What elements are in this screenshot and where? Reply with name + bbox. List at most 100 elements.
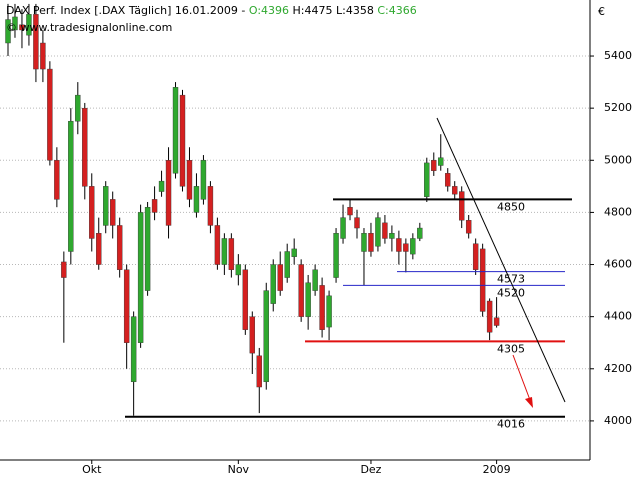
- candle-body: [123, 269, 130, 343]
- candle-body: [403, 243, 409, 252]
- candle-body: [61, 261, 67, 278]
- candle-body: [417, 227, 423, 239]
- candle-body: [221, 238, 228, 265]
- candle-body: [151, 199, 158, 213]
- candle-body: [12, 16, 18, 31]
- close-label: C:4366: [377, 4, 416, 17]
- candle-body: [68, 120, 74, 252]
- candle-body: [40, 42, 46, 70]
- candle-body: [326, 295, 332, 328]
- candle-body: [333, 233, 339, 278]
- candle-body: [368, 233, 374, 252]
- candle-body: [424, 162, 430, 197]
- instrument: DAX Perf. Index [.DAX Täglich] 16.01.200…: [6, 4, 249, 17]
- candle-body: [200, 160, 207, 200]
- candle-body: [207, 186, 214, 226]
- candle-body: [26, 14, 32, 36]
- level-label: 4016: [497, 418, 525, 431]
- candle-body: [89, 186, 95, 239]
- candle-body: [472, 243, 479, 270]
- candle-body: [19, 24, 25, 31]
- candle-body: [431, 160, 437, 171]
- open-label: O:4396: [249, 4, 289, 17]
- candle-body: [75, 94, 81, 122]
- currency-unit: €: [598, 5, 605, 18]
- y-tick-label: 4600: [604, 258, 632, 271]
- candle-body: [47, 68, 53, 161]
- level-label: 4850: [497, 200, 525, 213]
- level-label: 4573: [497, 273, 525, 286]
- candle-body: [465, 220, 472, 234]
- candle-body: [305, 282, 311, 317]
- candle-body: [256, 355, 262, 388]
- y-tick-label: 5200: [604, 101, 632, 114]
- candle-body: [172, 87, 179, 174]
- x-tick-label: Dez: [360, 463, 381, 476]
- candle-body: [319, 285, 325, 330]
- x-tick-label: Nov: [228, 463, 250, 476]
- y-tick-label: 4200: [604, 362, 632, 375]
- candle-body: [312, 269, 318, 291]
- candle-body: [242, 269, 249, 330]
- candle-body: [347, 206, 353, 216]
- x-tick-label: Okt: [82, 463, 102, 476]
- y-tick-label: 4000: [604, 414, 632, 427]
- candle-body: [96, 233, 102, 265]
- candle-body: [116, 225, 123, 270]
- candle-body: [228, 238, 235, 270]
- candle-body: [291, 248, 297, 257]
- candle-body: [284, 251, 290, 278]
- candle-body: [193, 186, 200, 213]
- candle-body: [445, 173, 451, 187]
- y-tick-label: 5400: [604, 49, 632, 62]
- candle-body: [270, 264, 276, 304]
- candle-body: [214, 225, 221, 265]
- candle-body: [354, 217, 360, 229]
- candle-body: [389, 233, 395, 239]
- header: DAX Perf. Index [.DAX Täglich] 16.01.200…: [6, 4, 417, 17]
- candle-body: [249, 316, 256, 354]
- candle-body: [54, 160, 60, 200]
- candle-body: [375, 217, 381, 247]
- candle-body: [382, 222, 388, 239]
- candle-body: [144, 206, 151, 291]
- candle-body: [165, 160, 172, 226]
- candle-body: [410, 238, 416, 255]
- level-label: 4520: [497, 286, 525, 299]
- candle-body: [186, 160, 193, 200]
- y-tick-label: 4400: [604, 310, 632, 323]
- candle-body: [5, 19, 11, 44]
- candle-body: [130, 316, 137, 383]
- candle-body: [103, 186, 109, 226]
- candle-body: [396, 238, 402, 252]
- candle-body: [438, 157, 444, 166]
- candle-body: [137, 212, 144, 343]
- candle-body: [340, 217, 346, 239]
- candle-body: [486, 300, 493, 333]
- candle-body: [179, 94, 186, 187]
- copyright: © www.tradesignalonline.com: [6, 21, 172, 34]
- y-tick-label: 4800: [604, 205, 632, 218]
- candle-body: [298, 264, 304, 317]
- candle-body: [277, 264, 283, 291]
- trend-line: [436, 117, 566, 403]
- candle-body: [158, 180, 165, 192]
- candle-body: [361, 233, 367, 252]
- candle-body: [33, 14, 39, 70]
- candle-body: [263, 290, 269, 383]
- candle-body: [235, 264, 242, 276]
- candle-body: [109, 199, 116, 226]
- arrow: [512, 354, 531, 401]
- plot-area: 4000 4200 4400 4600 4800 5000 5200 5400 Okt Nov De…: [0, 3, 632, 476]
- arrow-head: [525, 397, 533, 408]
- candle-body: [479, 248, 486, 312]
- high-label: H:4475: [293, 4, 333, 17]
- low-label: L:4358: [336, 4, 374, 17]
- x-tick-label: 2009: [483, 463, 511, 476]
- candle-body: [452, 186, 458, 195]
- candle-body: [459, 191, 465, 221]
- y-tick-label: 5000: [604, 153, 632, 166]
- candle-body: [82, 107, 88, 187]
